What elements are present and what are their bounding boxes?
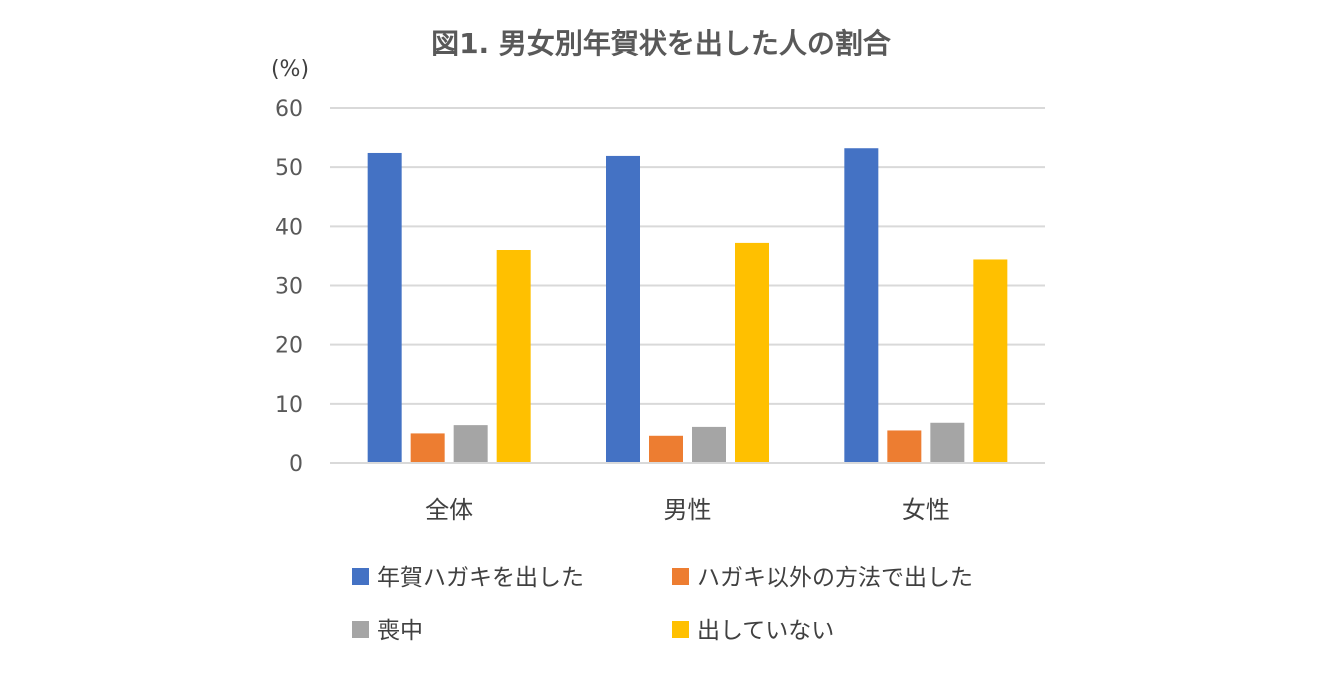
y-tick-label: 20 [275,334,303,359]
legend-swatch [672,621,689,638]
y-tick-label: 10 [275,393,303,418]
legend-label: 喪中 [377,618,423,644]
x-axis-labels: 全体 男性 女性 [425,496,950,524]
bars [367,148,1008,464]
gridlines [330,107,1045,405]
bar-0-2 [453,425,488,463]
bar-2-2 [930,422,965,463]
bar-0-1 [410,433,445,463]
x-tick-label: 男性 [664,496,712,524]
legend-swatch [672,568,689,585]
legend-label: ハガキ以外の方法で出した [697,565,973,591]
bar-2-3 [973,259,1008,463]
y-axis-ticks: 0 10 20 30 40 50 60 [275,97,303,477]
y-tick-label: 60 [275,97,303,122]
bar-1-2 [692,426,726,463]
bar-2-0 [844,148,879,463]
legend-swatch [352,621,369,638]
y-tick-label: 30 [275,275,303,300]
bar-2-1 [887,430,922,463]
bar-1-3 [735,242,769,463]
y-axis-unit: (%) [271,57,309,82]
bar-0-3 [496,250,531,463]
y-tick-label: 50 [275,156,303,181]
legend-label: 出していない [697,618,834,644]
y-tick-label: 40 [275,215,303,240]
bar-0-0 [367,152,402,463]
bar-1-0 [606,155,640,464]
legend-label: 年賀ハガキを出した [377,565,584,591]
bar-1-1 [649,435,683,463]
x-tick-label: 全体 [425,496,473,524]
y-tick-label: 0 [289,452,303,477]
chart-title: 図1. 男女別年賀状を出した人の割合 [431,27,892,60]
legend-swatch [352,568,369,585]
x-tick-label: 女性 [902,496,950,524]
